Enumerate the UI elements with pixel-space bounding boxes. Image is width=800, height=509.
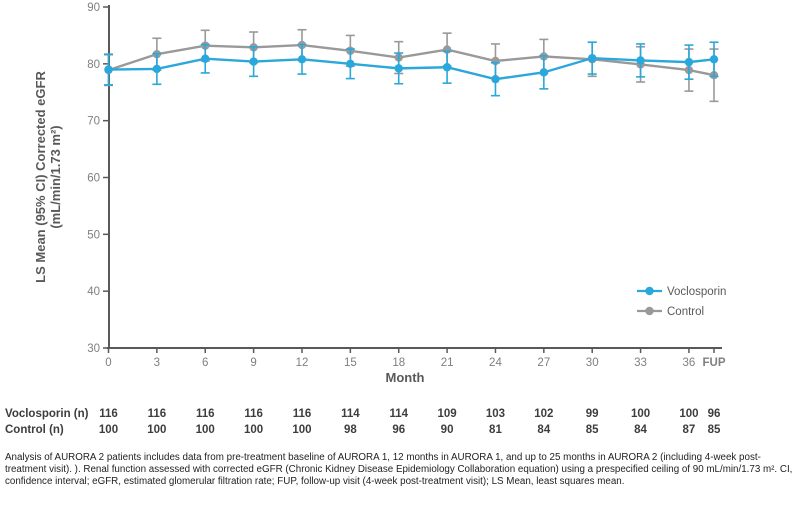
y-tick-label: 30 xyxy=(87,343,100,355)
table-cell: 109 xyxy=(437,408,457,420)
voclosporin-data-point xyxy=(588,53,597,63)
y-axis-title: (mL/min/1.73 m²) xyxy=(48,125,63,228)
legend-marker xyxy=(645,286,654,296)
voclosporin-data-point xyxy=(442,63,452,72)
x-tick-label: 18 xyxy=(392,357,405,369)
table-cell: 96 xyxy=(392,424,406,436)
table-row-label: Voclosporin (n) xyxy=(5,408,89,420)
voclosporin-data-point xyxy=(104,65,113,74)
footnote-text: Analysis of AURORA 2 patients includes d… xyxy=(5,452,793,488)
table-cell: 98 xyxy=(343,424,357,436)
table-cell: 84 xyxy=(537,424,551,436)
x-tick-label: FUP xyxy=(703,357,726,369)
voclosporin-data-point xyxy=(201,54,210,63)
voclosporin-data-point xyxy=(394,64,403,73)
voclosporin-data-point xyxy=(709,55,719,64)
table-cell: 116 xyxy=(292,408,312,420)
table-cell: 116 xyxy=(195,408,215,420)
table-row-label: Control (n) xyxy=(5,424,64,436)
table-cell: 99 xyxy=(585,408,599,420)
table-cell: 90 xyxy=(440,424,454,436)
legend-label: Voclosporin xyxy=(667,286,726,298)
y-tick-label: 80 xyxy=(87,59,100,71)
y-tick-label: 60 xyxy=(87,173,100,185)
legend-label: Control xyxy=(667,306,704,318)
table-cell: 84 xyxy=(634,424,647,436)
x-tick-label: 6 xyxy=(202,357,208,369)
table-cell: 100 xyxy=(244,424,264,436)
voclosporin-data-point xyxy=(152,64,162,74)
x-tick-label: 27 xyxy=(537,357,550,369)
x-tick-label: 30 xyxy=(586,357,599,369)
table-cell: 116 xyxy=(99,408,118,420)
y-tick-label: 40 xyxy=(87,286,100,298)
patient-n-table: Voclosporin (n) 116 116 116 116 116 114 114 109 1… xyxy=(0,408,800,454)
x-tick-label: 21 xyxy=(441,357,454,369)
voclosporin-data-point xyxy=(539,68,549,77)
voclosporin-data-point xyxy=(249,57,258,66)
table-cell: 116 xyxy=(147,408,167,420)
x-tick-label: 24 xyxy=(489,357,502,369)
table-cell: 81 xyxy=(489,424,502,436)
table-cell: 96 xyxy=(707,408,721,420)
voclosporin-line xyxy=(108,56,715,81)
table-cell: 100 xyxy=(292,424,312,436)
table-cell: 85 xyxy=(585,424,599,436)
table-cell: 114 xyxy=(389,408,408,420)
x-tick-label: 0 xyxy=(105,357,111,369)
x-tick-label: 15 xyxy=(344,357,357,369)
x-tick-label: 3 xyxy=(154,357,160,369)
table-cell: 85 xyxy=(707,424,721,436)
voclosporin-data-point xyxy=(346,59,355,69)
x-tick-label: 12 xyxy=(296,357,309,369)
y-axis-title: LS Mean (95% CI) Corrected eGFR xyxy=(33,71,48,283)
table-cell: 87 xyxy=(682,424,696,436)
table-cell: 103 xyxy=(485,408,506,420)
table-cell: 100 xyxy=(630,408,651,420)
x-axis-title: Month xyxy=(386,370,425,385)
voclosporin-data-point xyxy=(491,74,500,84)
table-cell: 100 xyxy=(147,424,167,436)
table-cell: 100 xyxy=(98,424,119,436)
y-tick-label: 50 xyxy=(87,229,100,241)
x-tick-label: 9 xyxy=(250,357,256,369)
y-tick-label: 90 xyxy=(87,2,100,14)
x-tick-label: 36 xyxy=(683,357,696,369)
voclosporin-data-point xyxy=(684,57,694,67)
y-tick-label: 70 xyxy=(87,116,100,128)
table-cell: 100 xyxy=(195,424,215,436)
table-cell: 114 xyxy=(341,408,360,420)
voclosporin-data-point xyxy=(636,56,645,65)
legend-marker xyxy=(645,306,654,316)
table-cell: 116 xyxy=(244,408,263,420)
x-tick-label: 33 xyxy=(634,357,647,369)
control-line xyxy=(108,43,715,77)
table-cell: 102 xyxy=(534,408,554,420)
table-cell: 100 xyxy=(679,408,699,420)
voclosporin-data-point xyxy=(297,55,307,64)
